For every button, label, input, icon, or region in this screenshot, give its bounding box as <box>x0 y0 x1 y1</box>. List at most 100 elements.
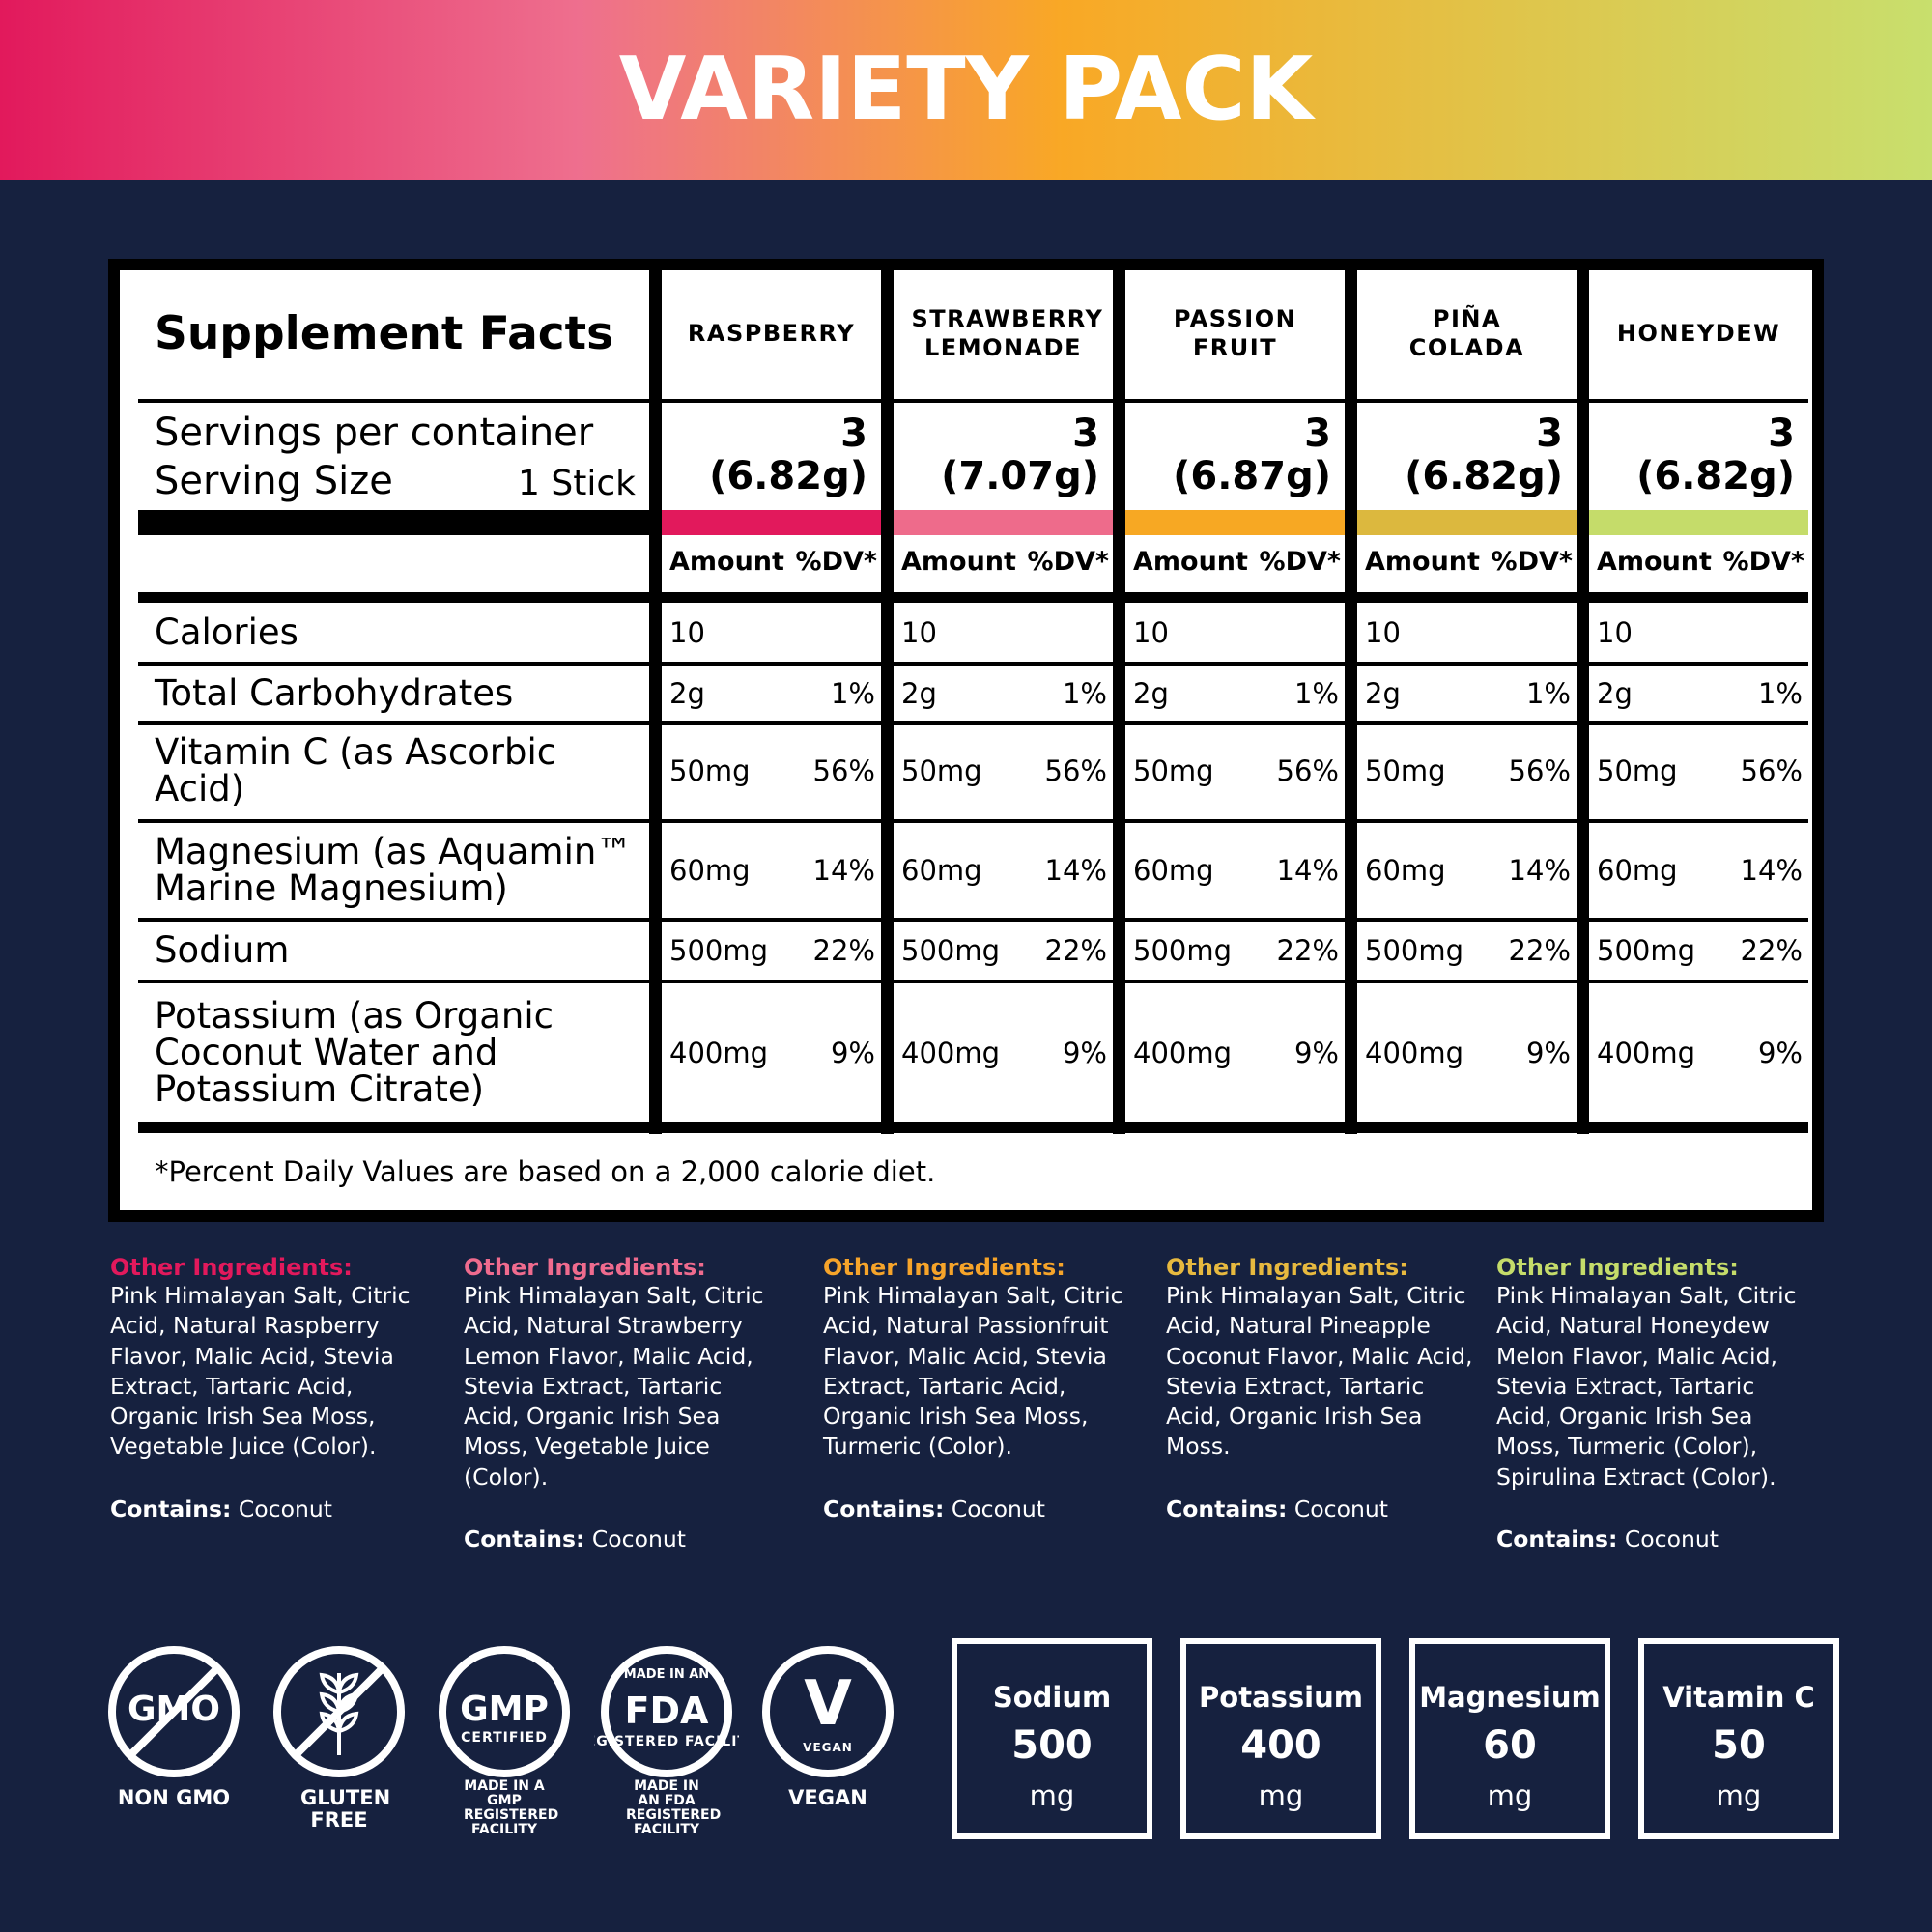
dv-value: 56% <box>1276 754 1339 787</box>
row-rule <box>662 918 881 922</box>
flavor-name: PASSION FRUIT <box>1173 305 1297 361</box>
amount-label: Amount <box>1133 547 1248 577</box>
dv-value: 1% <box>1525 676 1571 710</box>
value-cell: 60mg 14% <box>1133 823 1339 918</box>
dv-label: %DV* <box>1491 547 1573 577</box>
dv-value: 14% <box>1044 854 1107 887</box>
amount-value: 60mg <box>901 854 982 887</box>
badge-label: NON GMO <box>117 1786 231 1809</box>
nutrient-cell: Vitamin C (as Ascorbic Acid) <box>155 724 638 817</box>
value-cell: 60mg 14% <box>669 823 875 918</box>
facts-title: Supplement Facts <box>155 307 614 360</box>
column-divider <box>881 265 894 1134</box>
badge-icon: MADE IN AN FDA REGISTERED FACILITY <box>594 1646 739 1777</box>
amount-value: 50mg <box>669 754 751 787</box>
row-rule <box>138 1122 649 1133</box>
dv-value: 9% <box>1062 1037 1107 1069</box>
amount-value: 500mg <box>669 934 769 967</box>
row-rule <box>662 819 881 823</box>
row-rule <box>138 721 649 724</box>
row-rule <box>1357 819 1577 823</box>
amount-value: 2g <box>669 676 705 710</box>
flavor-cell: RASPBERRY <box>662 280 881 386</box>
servings-label: Servings per container <box>155 411 594 455</box>
amount-value: 2g <box>1133 676 1169 710</box>
dv-value: 22% <box>1044 934 1107 967</box>
dv-value: 1% <box>1757 676 1803 710</box>
dv-value: 56% <box>1508 754 1571 787</box>
value-cell: 500mg 22% <box>669 922 875 980</box>
row-rule <box>1589 819 1808 823</box>
row-rule <box>1589 980 1808 983</box>
amount-value: 10 <box>901 616 937 649</box>
nutrient-name: Potassium (as Organic Coconut Water and … <box>155 995 554 1110</box>
contains-label: Contains: <box>464 1525 585 1553</box>
amount-value: 400mg <box>1365 1037 1464 1069</box>
header-title: VARIETY PACK <box>618 39 1314 140</box>
flavor-cell: PIÑA COLADA <box>1357 280 1577 386</box>
value-cell: 10 <box>1365 604 1571 662</box>
amount-value: 60mg <box>1597 854 1678 887</box>
row-rule <box>662 592 881 603</box>
ingredients-column: Other Ingredients: Pink Himalayan Salt, C… <box>1496 1254 1805 1552</box>
value-cell: 50mg 56% <box>669 724 875 817</box>
highlight-amount: 60 <box>1483 1723 1537 1768</box>
badge-icon-text: V <box>804 1668 852 1740</box>
wheat-icon <box>319 1672 359 1755</box>
contains-label: Contains: <box>1166 1494 1288 1522</box>
badge-icon-sub: CERTIFIED <box>461 1730 548 1746</box>
flavor-servings: 3 <box>1536 412 1563 456</box>
value-cell: 400mg 9% <box>1365 983 1571 1122</box>
flavor-servings: 3 <box>1072 412 1099 456</box>
nutrient-name: Calories <box>155 611 298 653</box>
nutrient-name: Vitamin C (as Ascorbic Acid) <box>155 731 557 810</box>
dv-value: 56% <box>1044 754 1107 787</box>
contains-label: Contains: <box>823 1494 945 1522</box>
badge-icon-sub: REGISTERED FACILITY <box>594 1734 739 1749</box>
ingredients-text: Pink Himalayan Salt, Citric Acid, Natura… <box>110 1282 411 1461</box>
facts-panel <box>108 259 1824 1222</box>
ingredients-text: Pink Himalayan Salt, Citric Acid, Natura… <box>1166 1282 1473 1461</box>
flavor-bar <box>894 510 1113 535</box>
column-divider <box>649 265 662 1134</box>
contains-value: Coconut <box>1624 1525 1719 1553</box>
dv-value: 1% <box>1293 676 1339 710</box>
highlight-box: Potassium 400 mg <box>1180 1638 1381 1839</box>
row-rule <box>662 721 881 724</box>
row-rule <box>894 721 1113 724</box>
row-rule <box>894 399 1113 403</box>
amount-value: 400mg <box>1133 1037 1233 1069</box>
column-divider <box>1113 265 1125 1134</box>
dv-label: %DV* <box>1027 547 1109 577</box>
ingredients-label: Other Ingredients: <box>823 1254 1065 1281</box>
value-cell: 50mg 56% <box>901 724 1107 817</box>
amount-value: 400mg <box>901 1037 1001 1069</box>
badge-icon: GMO <box>108 1646 240 1777</box>
value-cell: 2g 1% <box>1133 666 1339 721</box>
dv-value: 22% <box>1740 934 1803 967</box>
row-rule <box>894 1122 1113 1133</box>
flavor-weight: (6.87g) <box>1173 454 1331 498</box>
badge-label: MADE IN AN FDA REGISTERED FACILITY <box>626 1778 722 1837</box>
amount-label: Amount <box>901 547 1016 577</box>
nutrient-cell: Magnesium (as Aquamin™ Marine Magnesium) <box>155 823 638 918</box>
row-rule <box>1125 399 1345 403</box>
amount-value: 50mg <box>901 754 982 787</box>
contains-value: Coconut <box>238 1494 332 1522</box>
flavor-weight: (6.82g) <box>1636 454 1795 498</box>
dv-value: 9% <box>1757 1037 1803 1069</box>
dv-value: 9% <box>1293 1037 1339 1069</box>
amount-value: 50mg <box>1597 754 1678 787</box>
row-rule <box>1589 399 1808 403</box>
nutrient-cell: Potassium (as Organic Coconut Water and … <box>155 983 638 1122</box>
amount-value: 2g <box>1365 676 1401 710</box>
badge-label: GLUTEN FREE <box>300 1786 391 1832</box>
badge-icon-text: GMP <box>460 1690 549 1729</box>
badge-ring <box>108 1646 240 1777</box>
row-rule <box>1357 918 1577 922</box>
row-rule <box>1125 1122 1345 1133</box>
ingredients-text: Pink Himalayan Salt, Citric Acid, Natura… <box>464 1282 764 1491</box>
value-cell: 10 <box>1597 604 1803 662</box>
row-rule <box>1357 592 1577 603</box>
